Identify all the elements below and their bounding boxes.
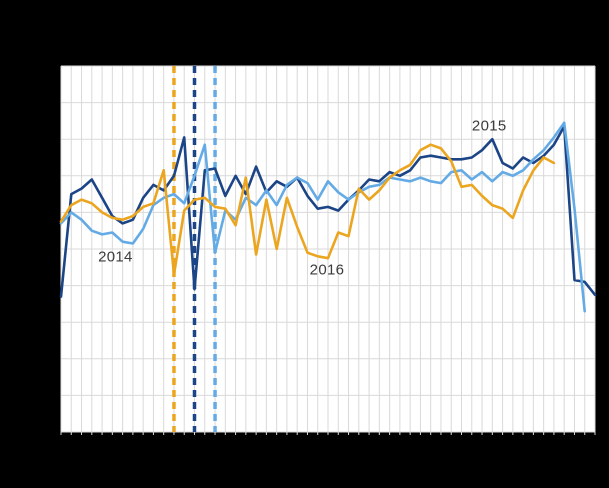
plot-area: 2014 2015 2016 xyxy=(59,65,597,435)
series-line-2016 xyxy=(59,143,556,276)
series-line-2015 xyxy=(59,121,587,313)
gridlines xyxy=(60,65,596,435)
line-chart-svg xyxy=(59,65,597,435)
series-label-2015: 2015 xyxy=(471,117,507,135)
series-label-2014: 2014 xyxy=(98,248,133,266)
series-label-2016: 2016 xyxy=(309,261,345,279)
series-line-2014 xyxy=(59,125,597,298)
